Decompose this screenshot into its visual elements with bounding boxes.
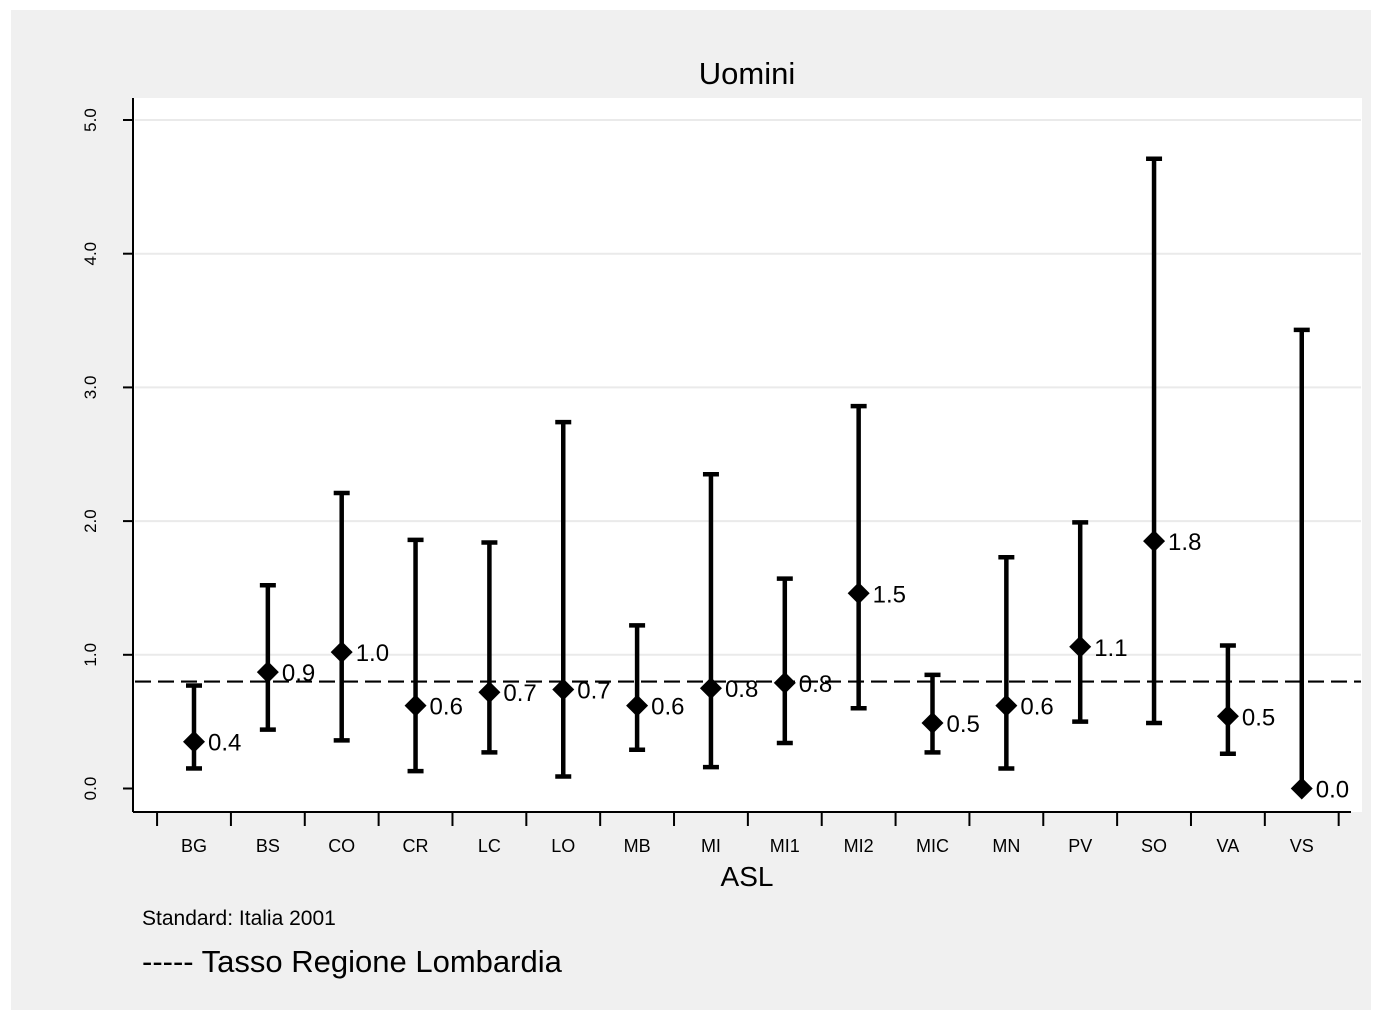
x-axis-label: ASL bbox=[721, 861, 774, 892]
point-marker bbox=[478, 681, 501, 704]
data-label: 0.4 bbox=[208, 730, 241, 757]
data-labels: 0.4 0.9 1.0 0.6 0.7 0.7 0.6 0.8 0.8 1.5 0.5 0.6 1.1 1… bbox=[208, 529, 1349, 803]
x-tick-label: CR bbox=[403, 836, 429, 856]
data-label: 1.5 bbox=[873, 581, 906, 608]
x-tick-label: VA bbox=[1217, 836, 1240, 856]
y-tick-label: 3.0 bbox=[81, 376, 100, 400]
data-label: 1.8 bbox=[1168, 529, 1201, 556]
point-marker bbox=[1143, 530, 1166, 553]
point-marker bbox=[552, 678, 575, 701]
point-marker bbox=[847, 582, 870, 605]
x-tick-label: LC bbox=[478, 836, 501, 856]
point-marker bbox=[1069, 635, 1092, 658]
x-tick-label: SO bbox=[1141, 836, 1167, 856]
chart-frame: 0.4 0.9 1.0 0.6 0.7 0.7 0.6 0.8 0.8 1.5 0.5 0.6 1.1 1… bbox=[11, 10, 1371, 1010]
x-tick-label: MN bbox=[992, 836, 1020, 856]
point-marker bbox=[995, 694, 1018, 717]
point-marker bbox=[773, 671, 796, 694]
chart-svg: 0.4 0.9 1.0 0.6 0.7 0.7 0.6 0.8 0.8 1.5 0.5 0.6 1.1 1… bbox=[81, 56, 1362, 979]
grid-lines bbox=[135, 119, 1361, 656]
x-tick-label: MI bbox=[701, 836, 721, 856]
plot-area bbox=[132, 98, 1362, 812]
point-marker bbox=[330, 641, 353, 664]
axes bbox=[132, 98, 1351, 813]
point-marker bbox=[626, 694, 649, 717]
y-tick-label: 4.0 bbox=[81, 242, 100, 266]
data-label: 0.8 bbox=[725, 676, 758, 703]
x-tick-label: MI1 bbox=[770, 836, 800, 856]
point-marker bbox=[699, 677, 722, 700]
point-marker bbox=[921, 711, 944, 734]
x-tick-label: PV bbox=[1068, 836, 1092, 856]
legend-reference-line: ----- Tasso Regione Lombardia bbox=[142, 944, 563, 979]
y-tick-label: 1.0 bbox=[81, 643, 100, 667]
point-marker bbox=[404, 694, 427, 717]
y-tick-label: 2.0 bbox=[81, 509, 100, 533]
x-tick-label: CO bbox=[328, 836, 355, 856]
point-marker bbox=[183, 730, 205, 753]
point-marker bbox=[256, 661, 279, 684]
data-label: 1.0 bbox=[356, 640, 389, 667]
x-tick-label: LO bbox=[551, 836, 575, 856]
data-label: 0.0 bbox=[1316, 777, 1349, 804]
y-tick-label: 5.0 bbox=[81, 108, 100, 132]
data-label: 0.6 bbox=[651, 694, 684, 721]
data-label: 0.6 bbox=[1020, 694, 1053, 721]
x-ticks: BG BS CO CR LC LO MB MI MI1 MI2 MIC MN PV SO VA VS bbox=[156, 812, 1340, 856]
error-bars bbox=[186, 156, 1310, 791]
point-marker bbox=[1216, 705, 1239, 728]
y-tick-label: 0.0 bbox=[81, 777, 100, 801]
x-tick-label: MB bbox=[624, 836, 651, 856]
data-label: 0.5 bbox=[1242, 704, 1275, 731]
x-tick-label: BG bbox=[181, 836, 207, 856]
x-tick-label: BS bbox=[256, 836, 280, 856]
data-label: 0.9 bbox=[282, 660, 315, 687]
data-label: 1.1 bbox=[1094, 635, 1127, 662]
standard-note: Standard: Italia 2001 bbox=[142, 907, 336, 930]
x-tick-label: MIC bbox=[916, 836, 949, 856]
data-label: 0.8 bbox=[799, 671, 832, 698]
data-label: 0.5 bbox=[947, 711, 980, 738]
data-label: 0.6 bbox=[430, 694, 463, 721]
point-markers bbox=[183, 530, 1313, 800]
chart-title: Uomini bbox=[699, 56, 795, 91]
x-tick-label: VS bbox=[1290, 836, 1314, 856]
x-tick-label: MI2 bbox=[844, 836, 874, 856]
y-ticks: 0.0 1.0 2.0 3.0 4.0 5.0 bbox=[81, 108, 133, 800]
data-label: 0.7 bbox=[503, 680, 536, 707]
data-label: 0.7 bbox=[577, 678, 610, 705]
point-marker bbox=[1290, 777, 1313, 800]
